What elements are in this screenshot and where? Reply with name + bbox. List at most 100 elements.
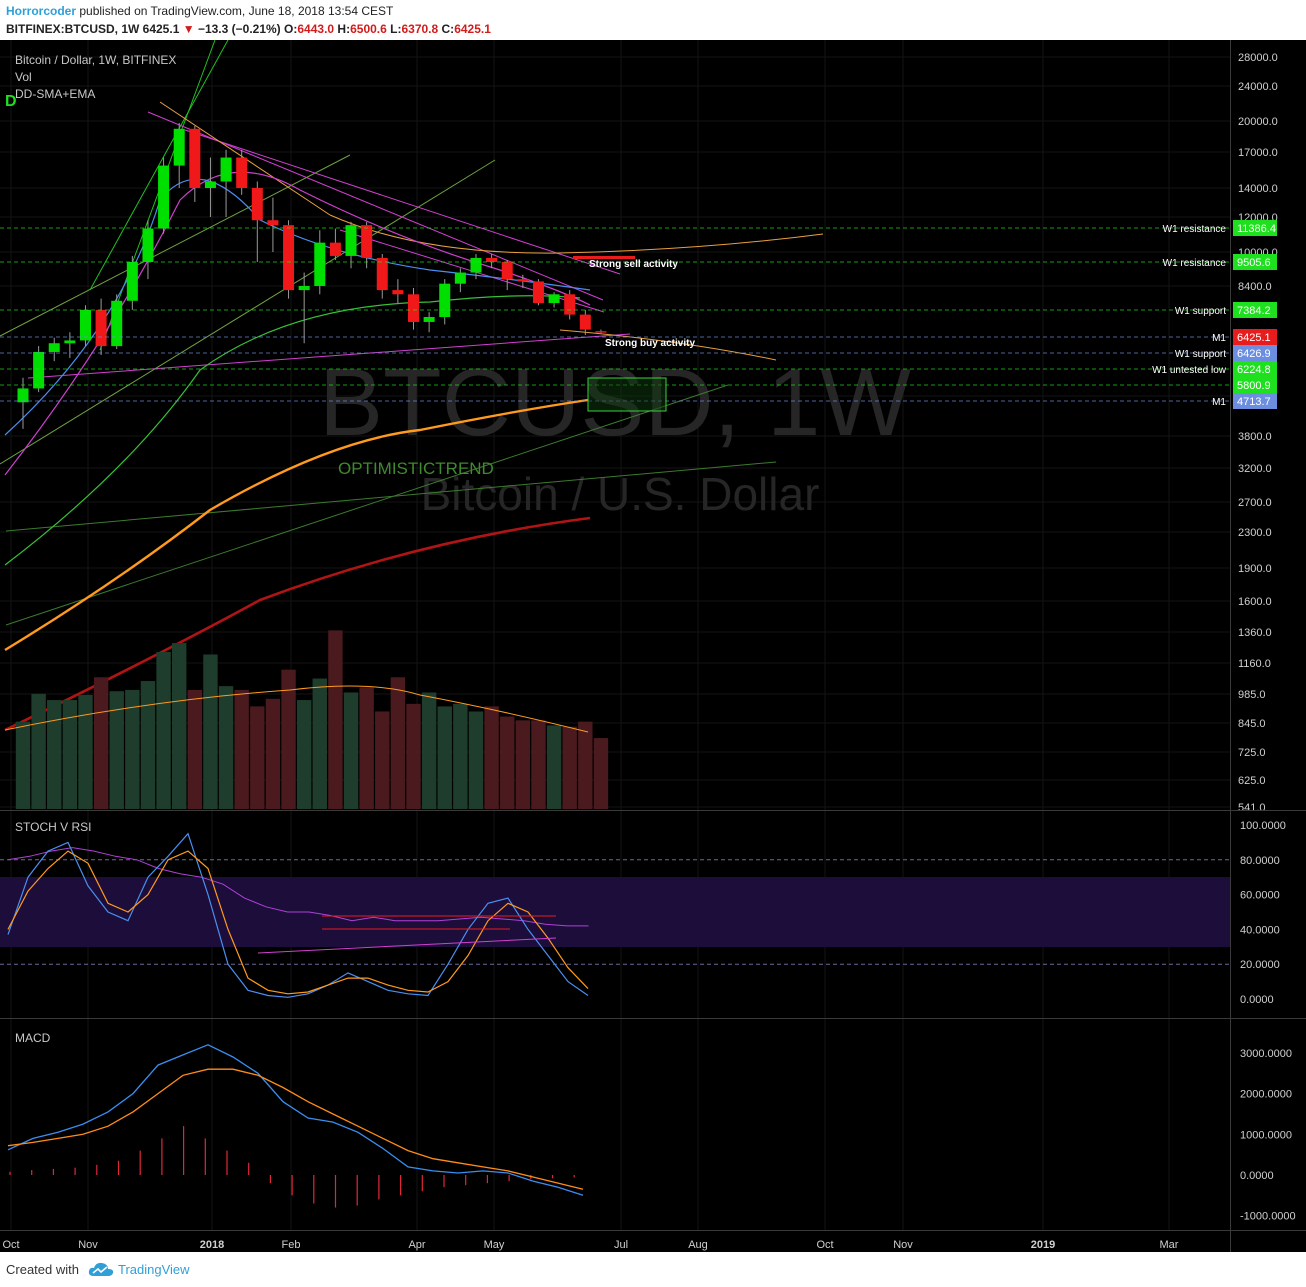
watermark-name: Bitcoin / U.S. Dollar	[421, 468, 820, 520]
price-tick: 1600.0	[1238, 596, 1272, 608]
price-tick: 3800.0	[1238, 431, 1272, 443]
macd-tick: 1000.0000	[1240, 1129, 1292, 1141]
volume-bar	[140, 681, 156, 809]
publish-line: Horrorcoder published on TradingView.com…	[6, 4, 393, 18]
candle-body	[95, 309, 107, 347]
legend-vol[interactable]: Vol	[15, 70, 32, 84]
time-tick: Nov	[893, 1239, 913, 1251]
macd-pane: 3000.0000 2000.0000 1000.0000 0.0000 -1000.0…	[7, 1044, 1296, 1223]
ma-green	[4, 295, 581, 566]
volume-bar	[31, 693, 46, 809]
volume-bar	[109, 691, 124, 809]
stoch-rsi-pane: 100.0000 80.0000 60.0000 40.0000 20.0000 0.00…	[0, 820, 1286, 1006]
volume-bar	[187, 689, 203, 809]
chart-background	[0, 40, 1306, 1252]
time-tick: Aug	[688, 1239, 708, 1251]
curve-trendline	[329, 214, 824, 254]
price-level-tag	[1233, 393, 1277, 409]
trendline	[0, 159, 496, 465]
price-level-name: W1 support	[1175, 349, 1226, 360]
volume-bar	[593, 738, 609, 809]
candle-body	[267, 220, 279, 226]
price-level-name: W1 resistance	[1163, 258, 1227, 269]
price-level-name: W1 untested low	[1152, 365, 1227, 376]
time-tick: 2019	[1031, 1239, 1055, 1251]
macd-line	[7, 1044, 584, 1196]
open-label: O:	[284, 22, 298, 36]
time-tick: Mar	[1160, 1239, 1179, 1251]
tradingview-cloud-icon	[88, 1262, 114, 1276]
price-level-value: 11386.4	[1237, 223, 1276, 235]
price-level-name: M1	[1212, 397, 1226, 408]
volume-bar	[250, 706, 265, 809]
trend-watermark: OPTIMISTICTREND	[338, 459, 494, 478]
stoch-tick: 20.0000	[1240, 959, 1280, 971]
macd-tick: 3000.0000	[1240, 1048, 1292, 1060]
price-tick: 725.0	[1238, 747, 1266, 759]
volume-bar	[156, 651, 171, 809]
price-tick: 1360.0	[1238, 627, 1272, 639]
time-axis[interactable]: Oct Nov 2018 Feb Apr May Jul Aug Oct Nov 2019 Mar	[2, 1239, 1178, 1251]
price-level-tag	[1233, 220, 1277, 236]
sell-zone-marker	[573, 256, 635, 259]
price-level-tag	[1233, 302, 1277, 318]
volume-bar	[437, 706, 452, 809]
price-tick: 541.0	[1238, 802, 1266, 814]
volume-bar	[468, 711, 484, 809]
trendline	[27, 333, 631, 379]
price-level-tag	[1233, 361, 1277, 377]
grid	[0, 40, 1230, 1230]
candle-body	[142, 228, 154, 263]
stoch-tick: 100.0000	[1240, 820, 1286, 832]
volume-bar	[265, 698, 281, 809]
candle-body	[517, 279, 529, 282]
time-tick: Jul	[614, 1239, 628, 1251]
candle-body	[408, 294, 419, 322]
volume-bar	[203, 654, 218, 809]
candle-body	[204, 181, 216, 188]
chart-canvas[interactable]: BTCUSD, 1W Bitcoin / U.S. Dollar Strong …	[0, 40, 1306, 1252]
volume-bar	[218, 686, 234, 809]
volume-bar	[296, 700, 312, 809]
publish-header: Horrorcoder published on TradingView.com…	[0, 0, 1306, 40]
price-level-tag	[1233, 377, 1277, 393]
volume-bar	[515, 720, 531, 809]
stoch-d-line	[7, 850, 589, 995]
volume-bar	[15, 721, 31, 809]
high-label: H:	[337, 22, 351, 36]
candle-body	[17, 388, 29, 403]
footer-created: Created with	[6, 1262, 79, 1277]
time-tick: Oct	[2, 1239, 19, 1251]
price-level-value: 6426.9	[1237, 348, 1271, 360]
legend-indicator[interactable]: DD-SMA+EMA	[15, 87, 95, 101]
time-tick: Feb	[282, 1239, 301, 1251]
time-tick: 2018	[200, 1239, 224, 1251]
low-label: L:	[390, 22, 402, 36]
time-tick: Oct	[816, 1239, 833, 1251]
curve-trendline	[559, 329, 777, 361]
footer-brand[interactable]: TradingView	[118, 1262, 190, 1277]
ohlc-line: BITFINEX:BTCUSD, 1W 6425.1 ▼ −13.3 (−0.2…	[6, 22, 491, 36]
candle-body	[298, 286, 310, 291]
down-arrow-icon: ▼	[182, 22, 195, 36]
volume-bar	[312, 678, 327, 809]
trendline	[5, 384, 729, 626]
candle-body	[314, 242, 326, 286]
author-link[interactable]: Horrorcoder	[6, 4, 77, 18]
volume-bar	[453, 703, 468, 809]
price-tick: 2700.0	[1238, 497, 1272, 509]
candle-body	[454, 272, 466, 284]
candle-body	[220, 157, 232, 182]
open-value: 6443.0	[297, 22, 335, 36]
volume-ma	[4, 685, 589, 733]
candle-body	[423, 317, 435, 322]
stoch-k-line	[7, 832, 589, 998]
candle-body	[548, 294, 560, 304]
time-tick: Apr	[408, 1239, 425, 1251]
candle-body	[329, 242, 341, 256]
candle-body	[532, 281, 544, 304]
volume-bar	[172, 643, 187, 809]
candle-body	[564, 294, 576, 315]
price-level-value: 6425.1	[1237, 332, 1271, 344]
close-value: 6425.1	[454, 22, 491, 36]
